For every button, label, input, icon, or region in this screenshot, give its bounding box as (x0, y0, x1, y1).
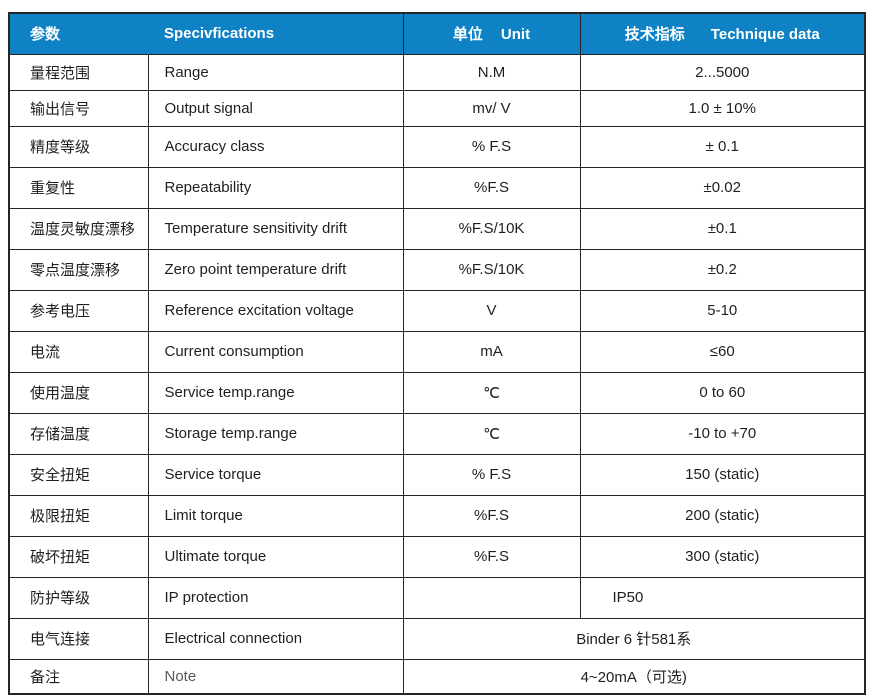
merged-value-cell: Binder 6 针581系 (402, 617, 866, 660)
header-specifications: Specivfications (147, 12, 404, 55)
unit-cell-empty (402, 576, 581, 619)
param-cell: 存储温度 (8, 412, 149, 455)
spec-cell: Range (147, 53, 404, 91)
table-row-output-signal: 输出信号 Output signal mv/ V 1.0 ± 10% (8, 89, 866, 127)
value-cell: ≤60 (579, 330, 866, 373)
header-unit-cn: 单位 (452, 26, 483, 44)
spec-cell: Repeatability (147, 166, 404, 209)
param-cell: 精度等级 (8, 125, 149, 168)
spec-cell: Limit torque (147, 494, 404, 537)
spec-cell: Reference excitation voltage (147, 289, 404, 332)
param-cell: 极限扭矩 (8, 494, 149, 537)
table-row-range: 量程范围 Range N.M 2...5000 (8, 53, 866, 91)
value-cell: 200 (static) (579, 494, 866, 537)
unit-cell: N.M (402, 53, 581, 91)
value-cell: IP50 (579, 576, 866, 619)
unit-cell: % F.S (402, 125, 581, 168)
table-row-zero-point-drift: 零点温度漂移 Zero point temperature drift %F.S… (8, 248, 866, 291)
param-cell: 电气连接 (8, 617, 149, 660)
value-cell: 0 to 60 (579, 371, 866, 414)
unit-cell: %F.S (402, 494, 581, 537)
unit-cell: %F.S (402, 166, 581, 209)
header-tech-en: Technique data (710, 26, 820, 44)
spec-cell: Ultimate torque (147, 535, 404, 578)
value-cell: 2...5000 (579, 53, 866, 91)
value-cell: ±0.02 (579, 166, 866, 209)
value-cell: 300 (static) (579, 535, 866, 578)
value-cell: 1.0 ± 10% (579, 89, 866, 127)
param-cell: 输出信号 (8, 89, 149, 127)
param-cell: 使用温度 (8, 371, 149, 414)
value-cell: ±0.1 (579, 207, 866, 250)
table-row-ultimate-torque: 破坏扭矩 Ultimate torque %F.S 300 (static) (8, 535, 866, 578)
unit-cell: mA (402, 330, 581, 373)
param-cell: 破坏扭矩 (8, 535, 149, 578)
value-cell: ± 0.1 (579, 125, 866, 168)
unit-cell: V (402, 289, 581, 332)
param-cell: 参考电压 (8, 289, 149, 332)
spec-cell: Current consumption (147, 330, 404, 373)
table-row-accuracy: 精度等级 Accuracy class % F.S ± 0.1 (8, 125, 866, 168)
value-cell: ±0.2 (579, 248, 866, 291)
spec-cell: Service torque (147, 453, 404, 496)
param-cell: 防护等级 (8, 576, 149, 619)
param-cell: 零点温度漂移 (8, 248, 149, 291)
param-cell: 备注 (8, 658, 149, 695)
param-cell: 安全扭矩 (8, 453, 149, 496)
spec-cell: Electrical connection (147, 617, 404, 660)
table-row-note: 备注 Note 4~20mA（可选) (8, 658, 866, 695)
table-row-storage-temp: 存储温度 Storage temp.range ℃ -10 to +70 (8, 412, 866, 455)
header-unit: 单位 Unit (402, 12, 581, 55)
merged-value-cell: 4~20mA（可选) (402, 658, 866, 695)
spec-cell: Accuracy class (147, 125, 404, 168)
header-unit-en: Unit (500, 26, 531, 44)
header-param: 参数 (8, 12, 148, 55)
value-cell: 150 (static) (579, 453, 866, 496)
spec-sheet: 参数 Specivfications 单位 Unit 技术指标 Technique … (8, 12, 866, 695)
param-cell: 温度灵敏度漂移 (8, 207, 149, 250)
spec-cell: Temperature sensitivity drift (147, 207, 404, 250)
table-row-service-torque: 安全扭矩 Service torque % F.S 150 (static) (8, 453, 866, 496)
specification-table: 参数 Specivfications 单位 Unit 技术指标 Technique … (8, 12, 866, 695)
spec-cell: Service temp.range (147, 371, 404, 414)
spec-cell: Zero point temperature drift (147, 248, 404, 291)
table-row-repeatability: 重复性 Repeatability %F.S ±0.02 (8, 166, 866, 209)
spec-cell: Storage temp.range (147, 412, 404, 455)
table-row-limit-torque: 极限扭矩 Limit torque %F.S 200 (static) (8, 494, 866, 537)
value-cell: -10 to +70 (579, 412, 866, 455)
header-technique-data: 技术指标 Technique data (579, 12, 866, 55)
spec-cell: Note (147, 658, 404, 695)
table-row-current: 电流 Current consumption mA ≤60 (8, 330, 866, 373)
table-row-electrical-connection: 电气连接 Electrical connection Binder 6 针581… (8, 617, 866, 660)
unit-cell: %F.S/10K (402, 248, 581, 291)
unit-cell: %F.S/10K (402, 207, 581, 250)
unit-cell: % F.S (402, 453, 581, 496)
spec-cell: Output signal (147, 89, 404, 127)
table-row-ip-protection: 防护等级 IP protection IP50 (8, 576, 866, 619)
param-cell: 量程范围 (8, 53, 149, 91)
value-cell: 5-10 (579, 289, 866, 332)
table-row-temp-sensitivity-drift: 温度灵敏度漂移 Temperature sensitivity drift %F… (8, 207, 866, 250)
table-row-service-temp: 使用温度 Service temp.range ℃ 0 to 60 (8, 371, 866, 414)
unit-cell: ℃ (402, 412, 581, 455)
header-row: 参数 Specivfications 单位 Unit 技术指标 Technique … (8, 12, 866, 55)
header-tech-cn: 技术指标 (624, 26, 685, 44)
param-cell: 电流 (8, 330, 149, 373)
spec-cell: IP protection (147, 576, 404, 619)
table-row-reference-voltage: 参考电压 Reference excitation voltage V 5-10 (8, 289, 866, 332)
unit-cell: ℃ (402, 371, 581, 414)
unit-cell: %F.S (402, 535, 581, 578)
param-cell: 重复性 (8, 166, 149, 209)
unit-cell: mv/ V (402, 89, 581, 127)
